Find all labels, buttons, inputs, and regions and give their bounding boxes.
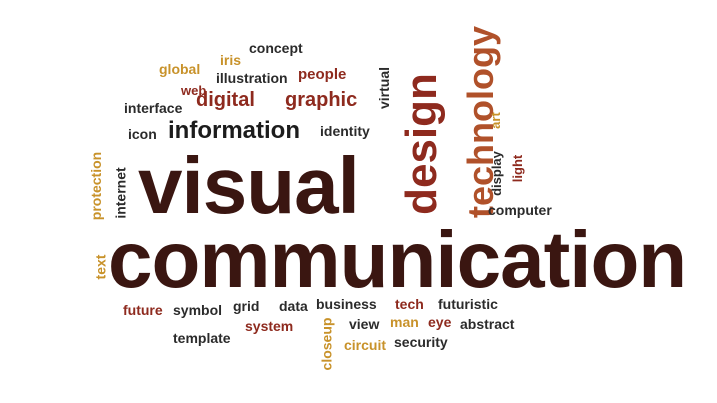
word-text: text [92,254,109,280]
word-iris: iris [220,52,242,68]
word-art: art [487,112,503,129]
word-digital: digital [196,89,255,111]
word-interface: interface [124,100,183,116]
word-information: information [168,117,300,144]
word-grid: grid [233,298,260,314]
word-security: security [394,334,448,350]
word-illustration: illustration [216,70,288,86]
word-view: view [349,316,380,332]
word-eye: eye [428,314,452,330]
word-man: man [390,314,419,330]
word-protection: protection [88,151,105,221]
word-system: system [245,318,294,334]
word-display: display [488,151,504,196]
word-circuit: circuit [344,337,387,353]
word-icon: icon [128,126,157,142]
word-futuristic: futuristic [438,296,498,312]
word-computer: computer [488,202,552,218]
word-concept: concept [249,40,303,56]
word-symbol: symbol [173,302,223,318]
word-business: business [316,296,377,312]
word-global: global [159,61,201,77]
word-closeup: closeup [318,317,335,371]
word-communication: communication [108,215,687,304]
word-light: light [510,154,526,183]
word-web: web [181,83,207,98]
word-tech: tech [395,296,424,312]
word-design: design [396,73,446,215]
word-internet: internet [112,167,129,219]
word-data: data [279,298,308,314]
word-graphic: graphic [285,89,358,111]
word-abstract: abstract [460,316,515,332]
word-people: people [298,66,347,83]
word-virtual: virtual [376,66,393,110]
word-future: future [123,302,163,318]
word-visual: visual [138,141,360,230]
word-identity: identity [320,123,370,139]
word-template: template [173,330,231,346]
